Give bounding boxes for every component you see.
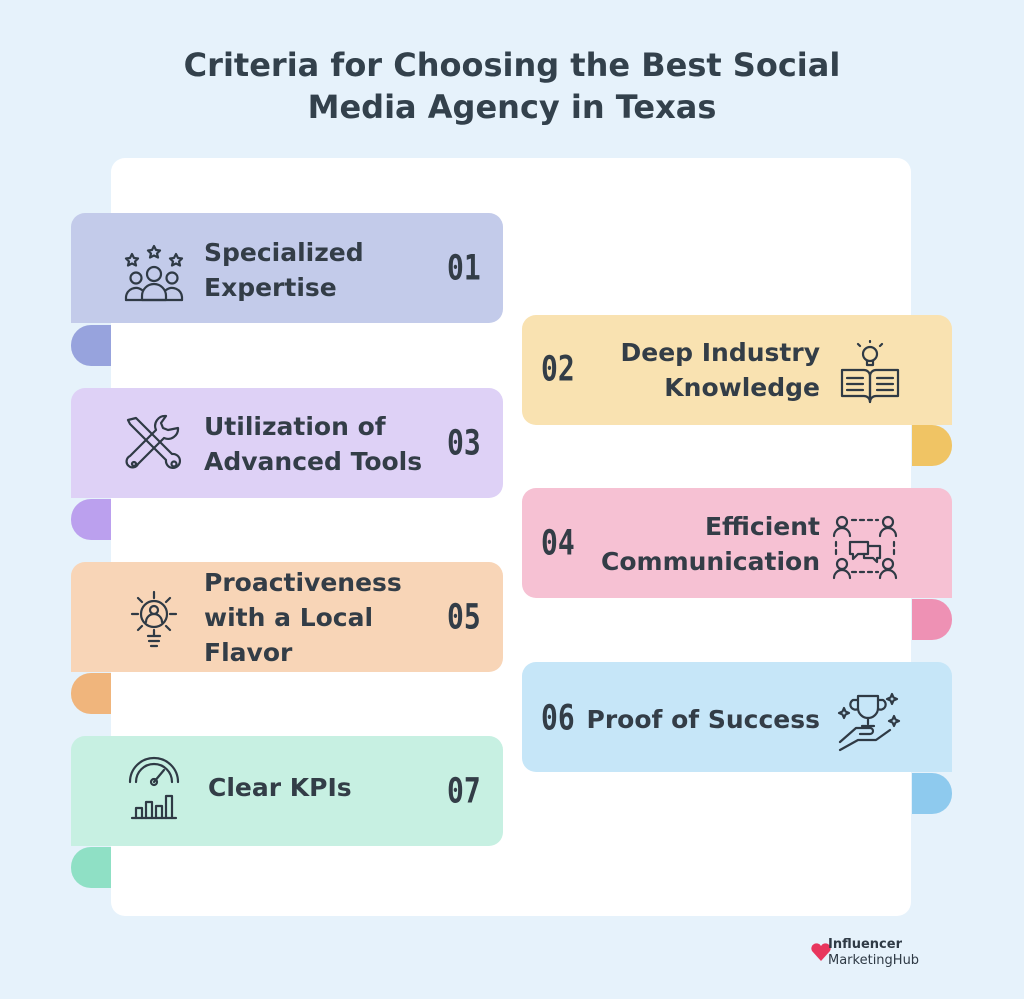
criteria-label-05-line-2: with a Local <box>204 603 374 632</box>
criteria-label-01-line-1: Specialized <box>204 238 364 267</box>
criteria-label-02-line-1: Deep Industry <box>620 338 820 367</box>
ribbon-tab-05 <box>71 673 111 714</box>
criteria-banner-04 <box>522 488 952 598</box>
criteria-banner-07 <box>71 736 503 846</box>
criteria-banner-06 <box>522 662 952 772</box>
criteria-label-01: Specialized Expertise <box>204 235 364 305</box>
criteria-label-03-line-1: Utilization of <box>204 412 386 441</box>
criteria-banner-01 <box>71 213 503 323</box>
criteria-label-05-line-3: Flavor <box>204 638 293 667</box>
criteria-label-04-line-2: Communication <box>601 547 820 576</box>
criteria-number-02: 02 <box>541 347 575 390</box>
criteria-label-02-line-2: Knowledge <box>664 373 820 402</box>
brand-name-line-1: Influencer <box>828 937 902 952</box>
criteria-label-05: Proactiveness with a Local Flavor <box>204 565 402 670</box>
brand-heart-icon <box>811 943 831 961</box>
criteria-label-05-line-1: Proactiveness <box>204 568 402 597</box>
criteria-label-07: Clear KPIs <box>208 770 352 805</box>
criteria-number-05: 05 <box>447 595 481 638</box>
ribbon-tab-07 <box>71 847 111 888</box>
brand-name-line-2: MarketingHub <box>828 953 920 968</box>
brand-logo: Influencer MarketingHub <box>810 937 970 971</box>
criteria-label-04: Efficient Communication <box>580 509 820 579</box>
criteria-label-04-line-1: Efficient <box>704 512 820 541</box>
criteria-label-03-line-2: Advanced Tools <box>204 447 423 476</box>
criteria-banner-05 <box>71 562 503 672</box>
book-lightbulb-icon <box>838 340 902 406</box>
criteria-number-04: 04 <box>541 521 575 564</box>
trophy-hand-icon <box>836 690 902 752</box>
criteria-label-03: Utilization of Advanced Tools <box>204 409 422 479</box>
criteria-number-07: 07 <box>447 769 481 812</box>
tools-icon <box>122 414 186 478</box>
title-line-1: Criteria for Choosing the Best Social <box>183 46 841 84</box>
gauge-chart-icon <box>126 756 182 822</box>
title-line-2: Media Agency in Texas <box>307 88 717 126</box>
criteria-number-03: 03 <box>447 421 481 464</box>
lightbulb-gear-icon <box>124 588 184 652</box>
criteria-label-02: Deep Industry Knowledge <box>600 335 820 405</box>
criteria-number-06: 06 <box>541 696 575 739</box>
ribbon-tab-04 <box>912 599 952 640</box>
criteria-label-07-line-1: Clear KPIs <box>208 773 352 802</box>
criteria-label-01-line-2: Expertise <box>204 273 337 302</box>
ribbon-tab-01 <box>71 325 111 366</box>
ribbon-tab-02 <box>912 425 952 466</box>
ribbon-tab-03 <box>71 499 111 540</box>
criteria-number-01: 01 <box>447 246 481 289</box>
criteria-label-06: Proof of Success <box>580 702 821 737</box>
ribbon-tab-06 <box>912 773 952 814</box>
people-chat-icon <box>832 512 898 580</box>
page-title: Criteria for Choosing the Best Social Me… <box>0 44 1024 128</box>
criteria-label-06-line-1: Proof of Success <box>586 705 821 734</box>
team-stars-icon <box>122 240 186 304</box>
